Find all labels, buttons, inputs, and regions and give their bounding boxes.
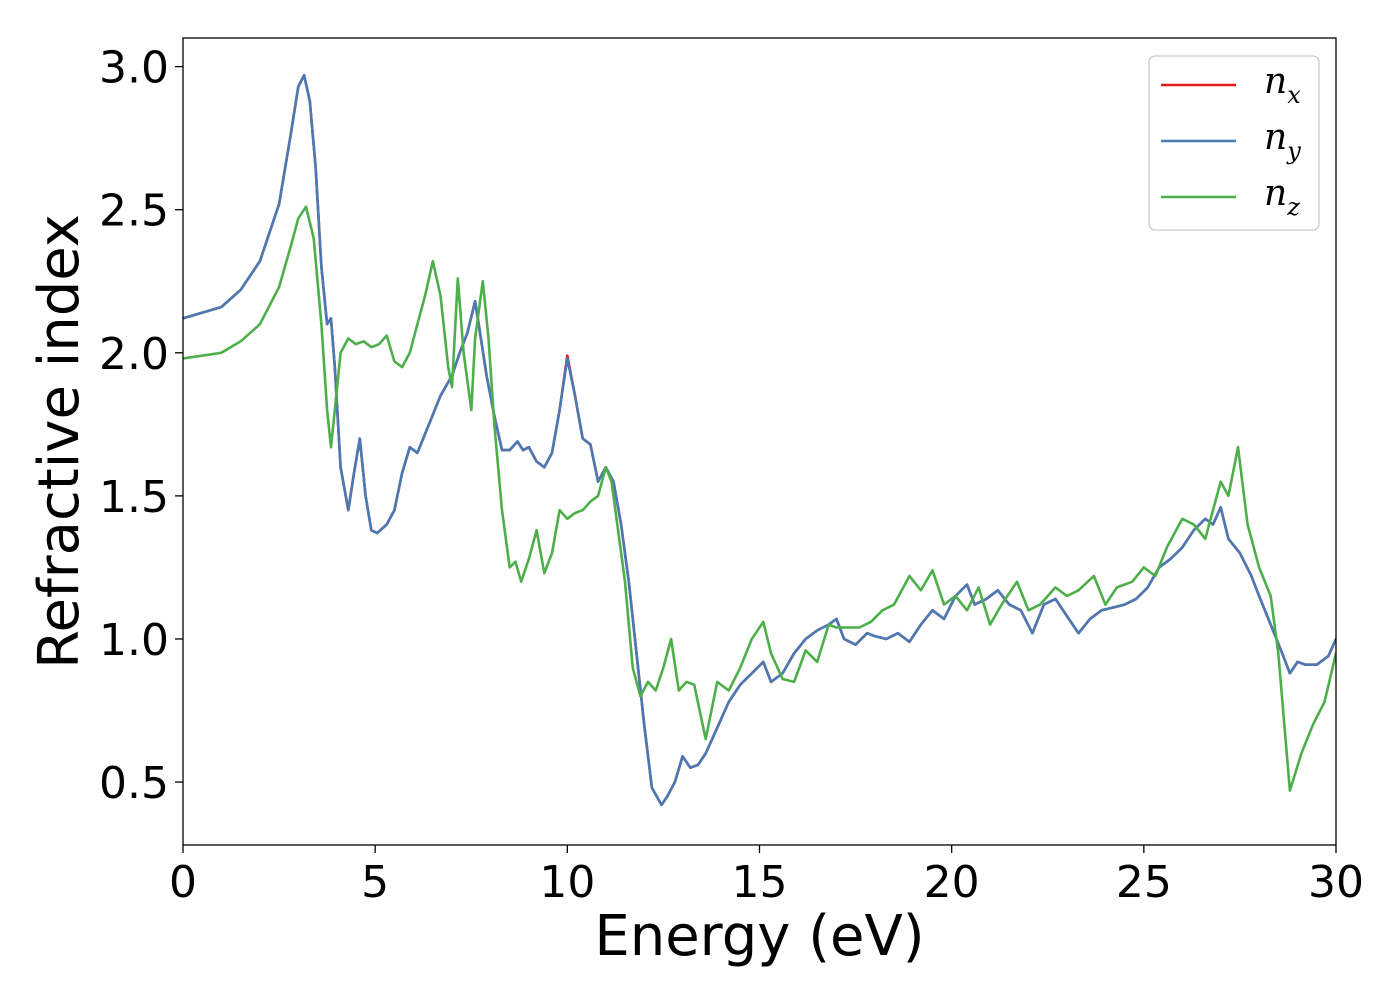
x-tick-label: 25 [1116,857,1172,908]
legend-item-n-y: ny [1161,117,1301,165]
legend-box [1148,55,1320,231]
x-tick-label: 10 [539,857,595,908]
legend-item-n-z: nz [1161,173,1300,221]
x-tick-label: 5 [361,857,389,908]
x-tick-label: 30 [1308,857,1364,908]
legend-label: nz [1264,173,1300,221]
y-axis: 0.5 1.0 1.5 2.0 2.5 3.0 [99,43,183,809]
x-axis-label: Energy (eV) [594,904,924,969]
x-axis: 0 5 10 15 20 25 30 [169,845,1364,908]
y-tick-label: 2.0 [99,329,169,380]
x-tick-label: 15 [732,857,788,908]
y-tick-label: 1.5 [99,472,169,523]
legend-label: nx [1264,61,1301,109]
x-tick-label: 20 [924,857,980,908]
y-axis-label: Refractive index [27,214,92,669]
y-tick-label: 1.0 [99,615,169,666]
y-tick-label: 0.5 [99,758,169,809]
series-line-n-z [183,205,1336,792]
legend-item-n-x: nx [1161,61,1301,109]
series-line-n-y [183,73,1336,807]
y-tick-label: 3.0 [99,43,169,94]
y-tick-label: 2.5 [99,186,169,237]
legend-label: ny [1264,117,1301,165]
legend: nx ny nz [1148,55,1320,231]
x-tick-label: 0 [169,857,197,908]
plot-area [183,73,1336,807]
